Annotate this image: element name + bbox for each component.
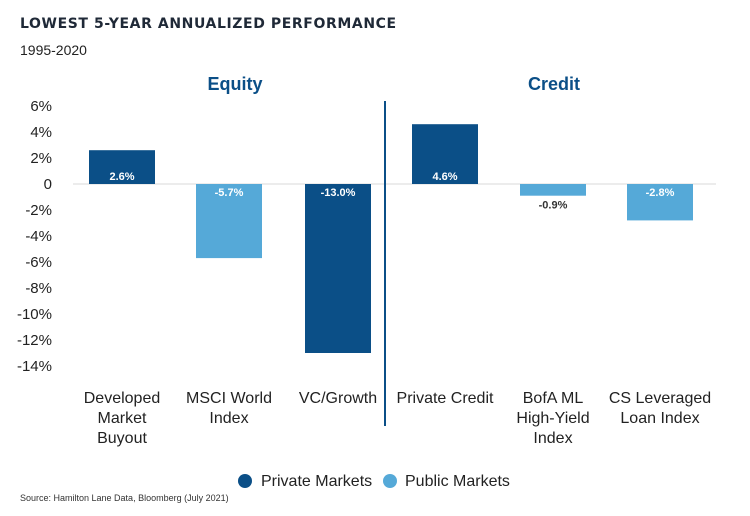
y-tick-label: -14% (17, 358, 52, 375)
bar (412, 124, 478, 184)
x-tick-label: Buyout (97, 430, 147, 447)
y-tick-label: 6% (30, 98, 52, 115)
x-tick-label: Market (98, 410, 147, 427)
x-tick-label: CS Leveraged (609, 390, 711, 407)
x-tick-label: Private Credit (397, 390, 494, 407)
x-tick-label: BofA ML (523, 390, 584, 407)
y-tick-label: -2% (25, 202, 52, 219)
legend-swatch-public (383, 474, 397, 488)
section-header-equity: Equity (207, 74, 262, 94)
bar (627, 184, 693, 221)
bar (196, 184, 262, 259)
legend-label: Private Markets (261, 473, 372, 490)
chart-subtitle: 1995-2020 (20, 42, 87, 58)
y-tick-label: 0 (44, 176, 52, 193)
source-note: Source: Hamilton Lane Data, Bloomberg (J… (20, 493, 229, 503)
section-header-credit: Credit (528, 74, 580, 94)
x-tick-label: VC/Growth (299, 390, 377, 407)
x-tick-label: Index (209, 410, 248, 427)
bar (305, 184, 371, 353)
data-label: 2.6% (109, 171, 134, 183)
data-label: -2.8% (646, 187, 675, 199)
data-label: 4.6% (432, 171, 457, 183)
x-tick-label: Loan Index (620, 410, 699, 427)
y-tick-label: -6% (25, 254, 52, 271)
y-tick-label: -4% (25, 228, 52, 245)
x-tick-label: High-Yield (516, 410, 589, 427)
data-label: -13.0% (321, 187, 356, 199)
x-tick-label: MSCI World (186, 390, 272, 407)
bar (520, 184, 586, 196)
x-tick-label: Developed (84, 390, 161, 407)
y-tick-label: 2% (30, 150, 52, 167)
y-tick-label: -8% (25, 280, 52, 297)
y-tick-label: 4% (30, 124, 52, 141)
data-label: -5.7% (215, 187, 244, 199)
chart-title: LOWEST 5-YEAR ANNUALIZED PERFORMANCE (20, 16, 397, 32)
x-tick-label: Index (533, 430, 572, 447)
y-tick-label: -12% (17, 332, 52, 349)
legend-label: Public Markets (405, 473, 510, 490)
data-label: -0.9% (539, 200, 568, 212)
legend-swatch-private (238, 474, 252, 488)
y-tick-label: -10% (17, 306, 52, 323)
bar (89, 150, 155, 184)
